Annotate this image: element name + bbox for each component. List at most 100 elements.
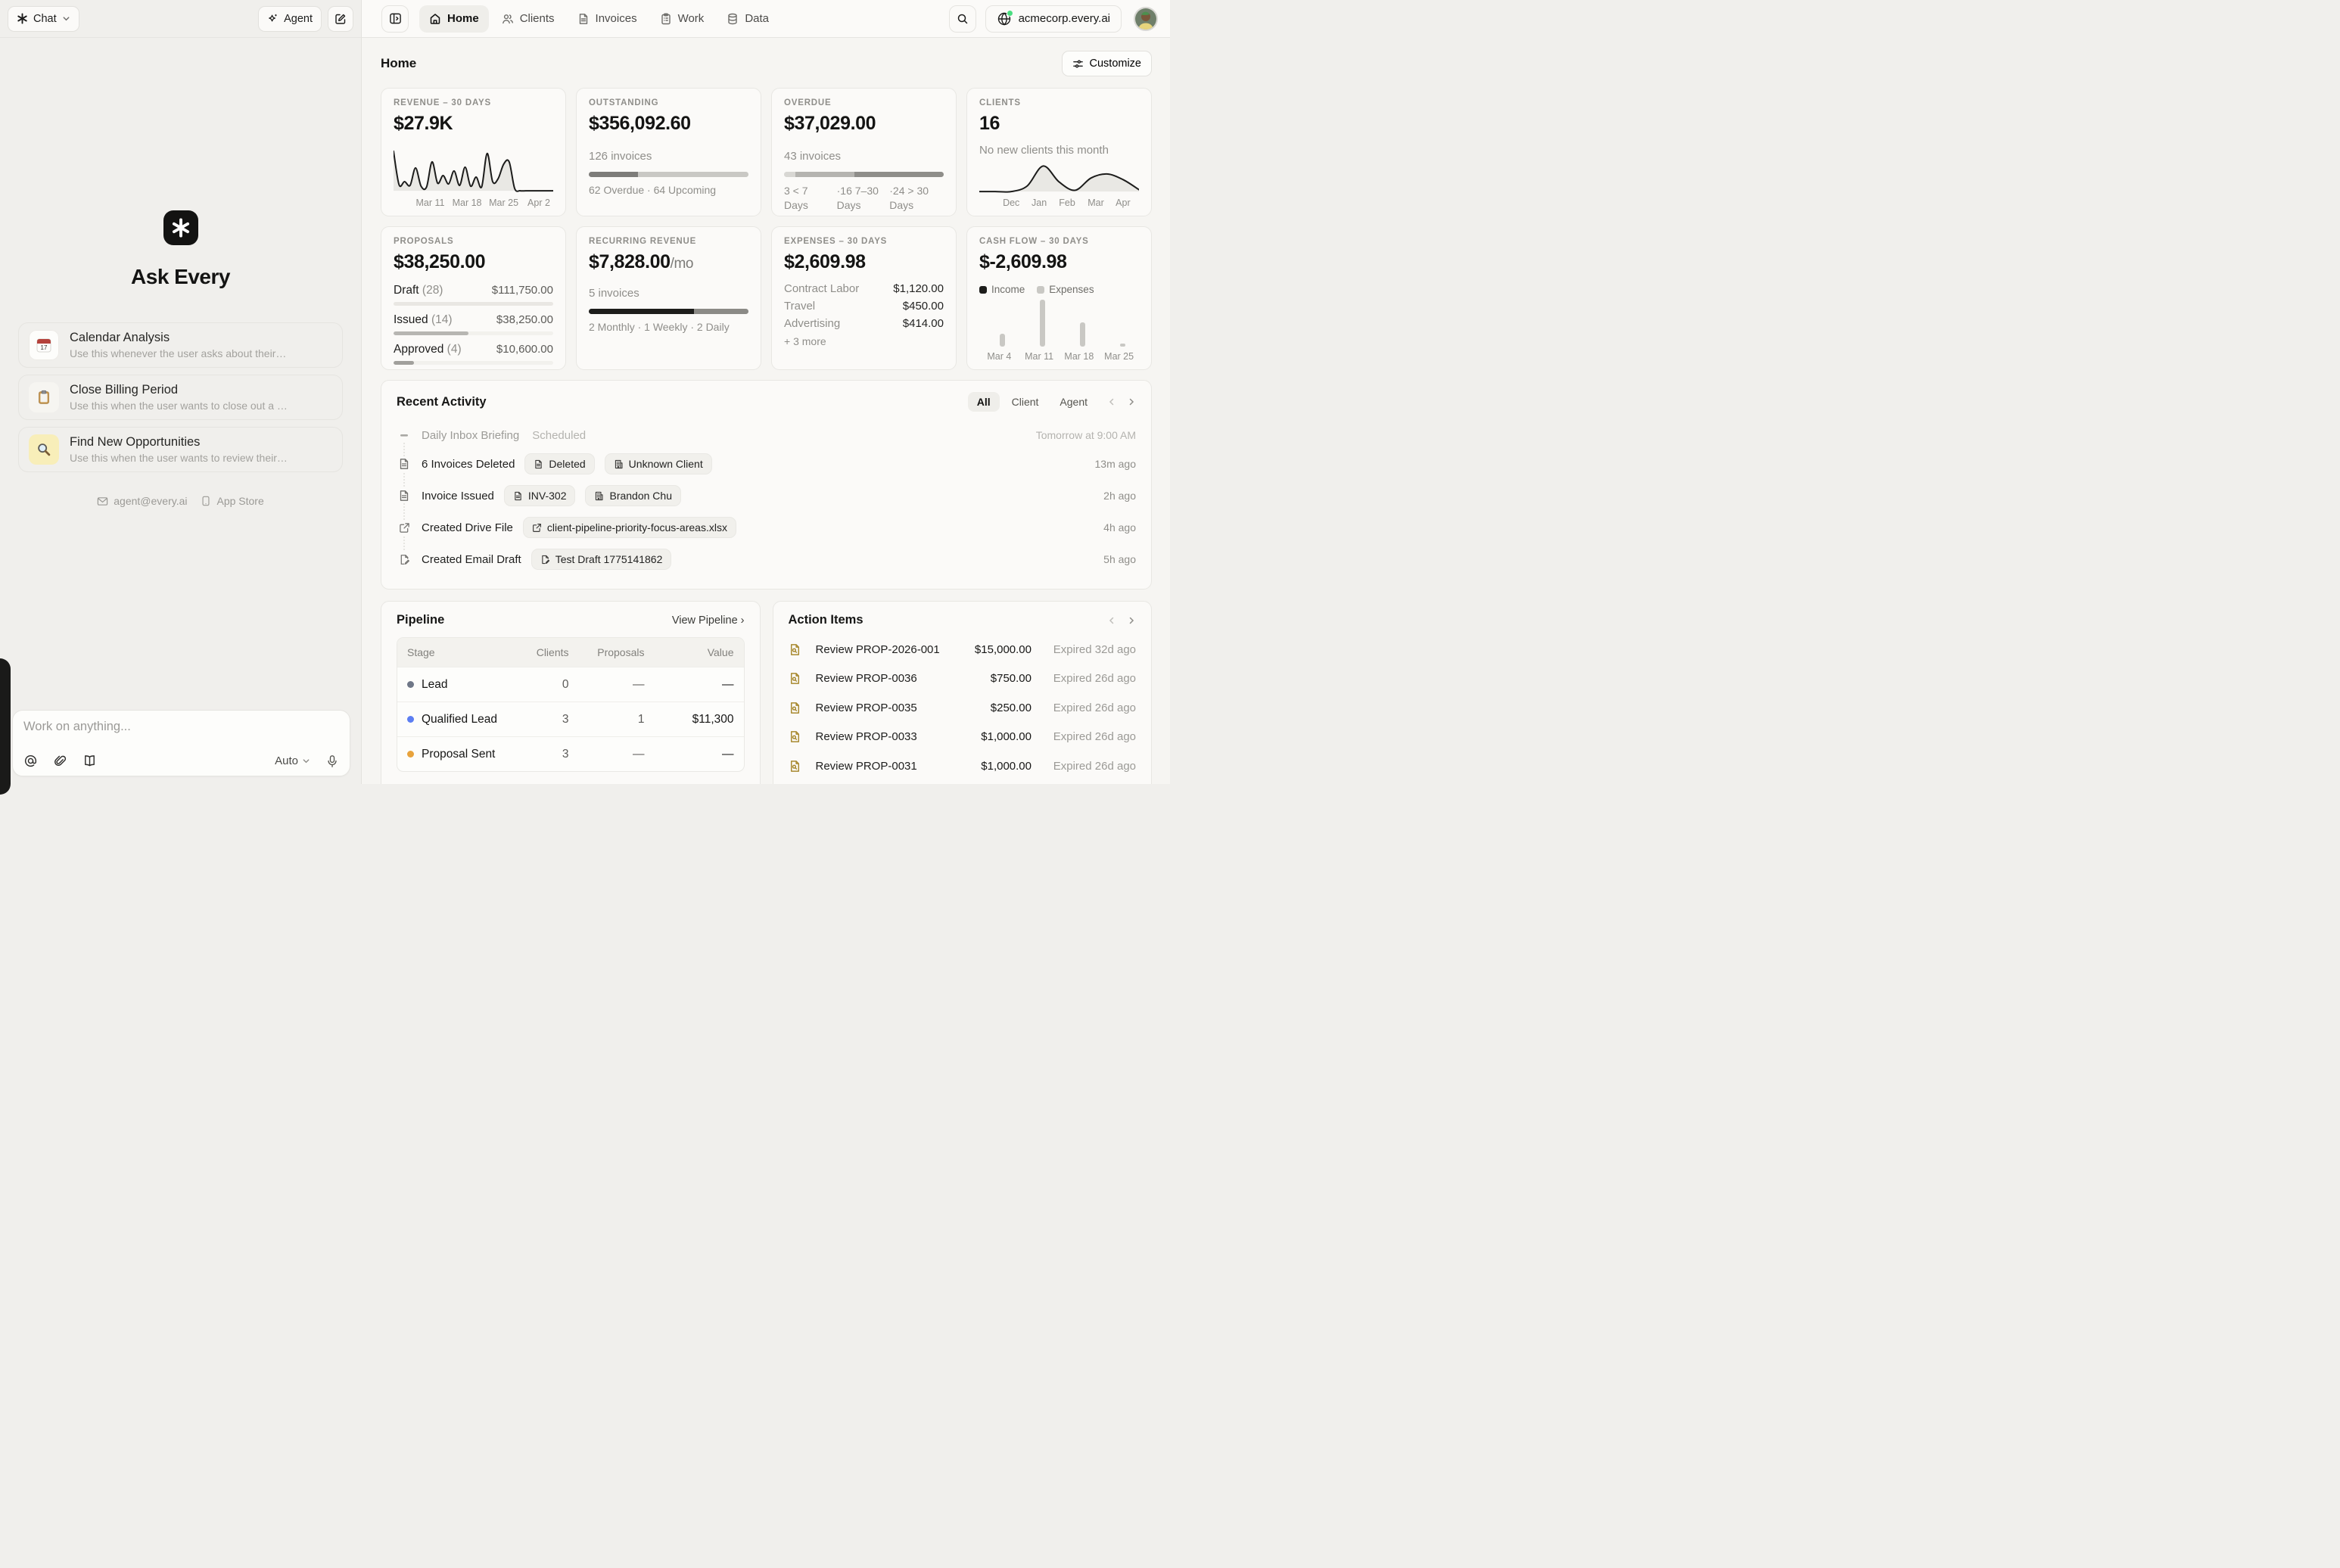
filter-agent[interactable]: Agent [1060,396,1088,408]
tab-home[interactable]: Home [419,5,489,33]
x-tick: Mar 4 [987,351,1012,362]
expenses-card: EXPENSES – 30 DAYS $2,609.98 Contract La… [771,226,957,370]
microphone-icon[interactable] [325,754,339,768]
clients-meta: No new clients this month [979,144,1109,157]
suggestion-desc: Use this when the user wants to review t… [70,452,288,464]
activity-row-drive-file[interactable]: Created Drive File client-pipeline-prior… [397,512,1136,543]
file-pen-icon [540,555,550,565]
bar-group-mar-11 [1033,300,1046,347]
chevron-left-icon[interactable] [1107,397,1116,406]
chevron-down-icon [62,14,70,23]
suggestion-list: 17 Calendar Analysis Use this whenever t… [18,322,343,472]
chevron-right-icon[interactable] [1127,397,1136,406]
badge-unknown-client[interactable]: Unknown Client [604,453,712,474]
outstanding-breakdown: 62 Overdue · 64 Upcoming [589,184,717,196]
action-item[interactable]: Review PROP-2026-001 $15,000.00 Expired … [789,635,1136,664]
pipeline-panel: Pipeline View Pipeline › Stage Clients P… [381,601,761,784]
activity-row-invoice-issued[interactable]: Invoice Issued INV-302 Brandon Chu 2h ag… [397,480,1136,512]
action-item[interactable]: Review PROP-0036 $750.00 Expired 26d ago [789,664,1136,694]
main-area: Home Clients Invoices Work Data [362,0,1170,784]
chevron-right-icon[interactable] [1127,616,1136,625]
mention-icon[interactable] [23,754,38,768]
customize-button[interactable]: Customize [1061,51,1152,76]
activity-filters: All Client Agent [967,392,1136,412]
activity-status: Scheduled [532,428,587,442]
filter-client[interactable]: Client [1011,396,1039,408]
tab-data[interactable]: Data [717,5,779,33]
action-items-title: Action Items [788,613,863,627]
chat-input[interactable] [23,720,339,745]
activity-label: Invoice Issued [422,489,494,502]
activity-label: Daily Inbox Briefing [422,428,520,442]
chat-selector-button[interactable]: Chat [8,5,79,32]
attachment-icon[interactable] [53,754,67,768]
magnifier-icon [29,434,59,465]
suggestion-title: Find New Opportunities [70,435,201,449]
suggestion-find-new-opportunities[interactable]: Find New Opportunities Use this when the… [18,427,343,472]
sidebar-footer: agent@every.ai App Store [97,495,264,507]
search-button[interactable] [948,5,976,33]
proposal-status-row: Draft (28) $111,750.00 [394,284,553,306]
file-pen-icon [397,552,412,567]
action-item[interactable]: Review PROP-0035 $250.00 Expired 26d ago [789,693,1136,723]
activity-row-invoices-deleted[interactable]: 6 Invoices Deleted Deleted Unknown Clien… [397,448,1136,480]
dashboard: Home Customize REVENUE – 30 DAYS $27.9K … [362,38,1170,784]
external-link-icon [397,520,412,535]
pipeline-row-lead[interactable]: Lead 0 — — [397,667,744,702]
sparkles-icon [267,13,278,24]
suggestion-calendar-analysis[interactable]: 17 Calendar Analysis Use this whenever t… [18,322,343,368]
action-item[interactable]: Review PROP-0031 $1,000.00 Expired 26d a… [789,751,1136,781]
app-store-link[interactable]: App Store [201,495,264,507]
file-icon [397,456,412,471]
suggestion-close-billing-period[interactable]: Close Billing Period Use this when the u… [18,375,343,420]
proposal-status-row: Issued (14) $38,250.00 [394,313,553,335]
cashflow-legend: Income Expenses [979,284,1139,295]
badge-drive-file[interactable]: client-pipeline-priority-focus-areas.xls… [522,517,736,538]
sidebar-topbar: Chat Agent [0,0,361,38]
user-avatar[interactable] [1134,6,1158,31]
agent-button[interactable]: Agent [258,5,322,32]
suggestion-desc: Use this when the user wants to close ou… [70,400,288,412]
suggestion-title: Close Billing Period [70,383,179,397]
action-item[interactable]: Review PROP-0033 $1,000.00 Expired 26d a… [789,723,1136,752]
clients-x-axis: Dec Jan Feb Mar Apr [979,198,1139,210]
badge-invoice-number[interactable]: INV-302 [503,485,576,506]
book-icon[interactable] [82,754,97,768]
view-pipeline-link[interactable]: View Pipeline › [671,614,745,627]
activity-row-scheduled-briefing[interactable]: Daily Inbox Briefing Scheduled Tomorrow … [397,422,1136,448]
x-tick: Jan [1032,198,1047,208]
customize-label: Customize [1089,58,1142,70]
sidebar-toggle-button[interactable] [381,5,409,33]
pipeline-row-proposal-sent[interactable]: Proposal Sent 3 — — [397,736,744,771]
clients-card: CLIENTS 16 No new clients this month Dec… [966,88,1152,216]
clients-icon [502,13,514,25]
expense-row: Advertising $414.00 [784,317,944,330]
mode-selector[interactable]: Auto [275,754,310,767]
filter-all[interactable]: All [967,392,1000,412]
recurring-value: $7,828.00/mo [589,251,694,272]
tab-work[interactable]: Work [650,5,714,33]
activity-row-email-draft[interactable]: Created Email Draft Test Draft 177514186… [397,543,1136,575]
tab-label: Data [745,12,769,25]
badge-client-name[interactable]: Brandon Chu [585,485,681,506]
cashflow-card: CASH FLOW – 30 DAYS $-2,609.98 Income Ex… [966,226,1152,370]
expenses-more-link[interactable]: + 3 more [784,335,826,347]
suggestion-desc: Use this whenever the user asks about th… [70,347,287,359]
pipeline-row-qualified-lead[interactable]: Qualified Lead 3 1 $11,300 [397,702,744,736]
work-icon [660,13,672,25]
activity-time: 4h ago [1103,521,1136,534]
x-tick: Dec [1003,198,1020,208]
tab-invoices[interactable]: Invoices [568,5,647,33]
chevron-left-icon[interactable] [1107,616,1116,625]
badge-deleted[interactable]: Deleted [524,453,595,474]
expense-row: Travel $450.00 [784,300,944,313]
new-chat-button[interactable] [328,5,353,32]
badge-email-draft[interactable]: Test Draft 1775141862 [531,549,672,570]
agent-email-link[interactable]: agent@every.ai [97,495,187,507]
workspace-button[interactable]: acmecorp.every.ai [985,5,1122,33]
bar-group-mar-4 [993,300,1006,347]
tab-clients[interactable]: Clients [492,5,565,33]
cashflow-x-axis: Mar 4 Mar 11 Mar 18 Mar 25 [979,351,1139,363]
asterisk-icon [17,13,28,24]
agent-button-label: Agent [284,12,313,25]
